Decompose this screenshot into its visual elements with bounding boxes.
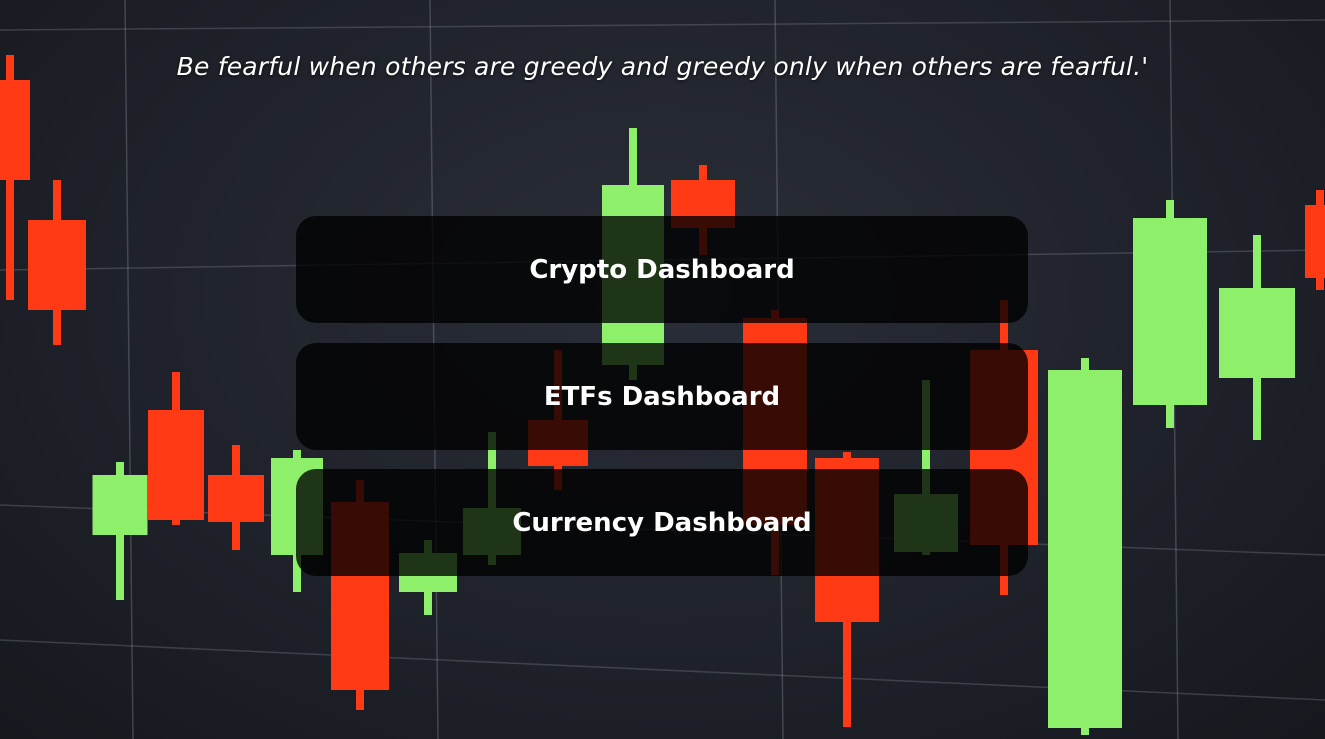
candlestick xyxy=(28,180,86,345)
candle-body xyxy=(1219,288,1295,378)
candlestick xyxy=(1048,358,1122,735)
candlestick xyxy=(1219,235,1295,440)
etfs-dashboard-button[interactable]: ETFs Dashboard xyxy=(296,343,1028,450)
candle-body xyxy=(1305,205,1325,278)
currency-dashboard-button[interactable]: Currency Dashboard xyxy=(296,469,1028,576)
crypto-dashboard-button[interactable]: Crypto Dashboard xyxy=(296,216,1028,323)
candlestick xyxy=(148,372,204,525)
candle-body xyxy=(0,80,30,180)
candlestick xyxy=(0,55,30,300)
candle-body xyxy=(92,475,148,535)
candle-body xyxy=(1048,370,1122,728)
candlestick xyxy=(1305,190,1325,290)
candlestick xyxy=(1133,200,1207,428)
candle-body xyxy=(148,410,204,520)
candlestick xyxy=(92,462,148,600)
candle-body xyxy=(1133,218,1207,405)
candle-body xyxy=(28,220,86,310)
candlestick xyxy=(208,445,264,550)
grid-line xyxy=(0,19,1325,31)
grid-line xyxy=(0,639,1325,701)
candle-body xyxy=(208,475,264,522)
investment-quote: Be fearful when others are greedy and gr… xyxy=(176,52,1149,81)
grid-line xyxy=(124,0,134,739)
candle-wick xyxy=(922,380,930,555)
